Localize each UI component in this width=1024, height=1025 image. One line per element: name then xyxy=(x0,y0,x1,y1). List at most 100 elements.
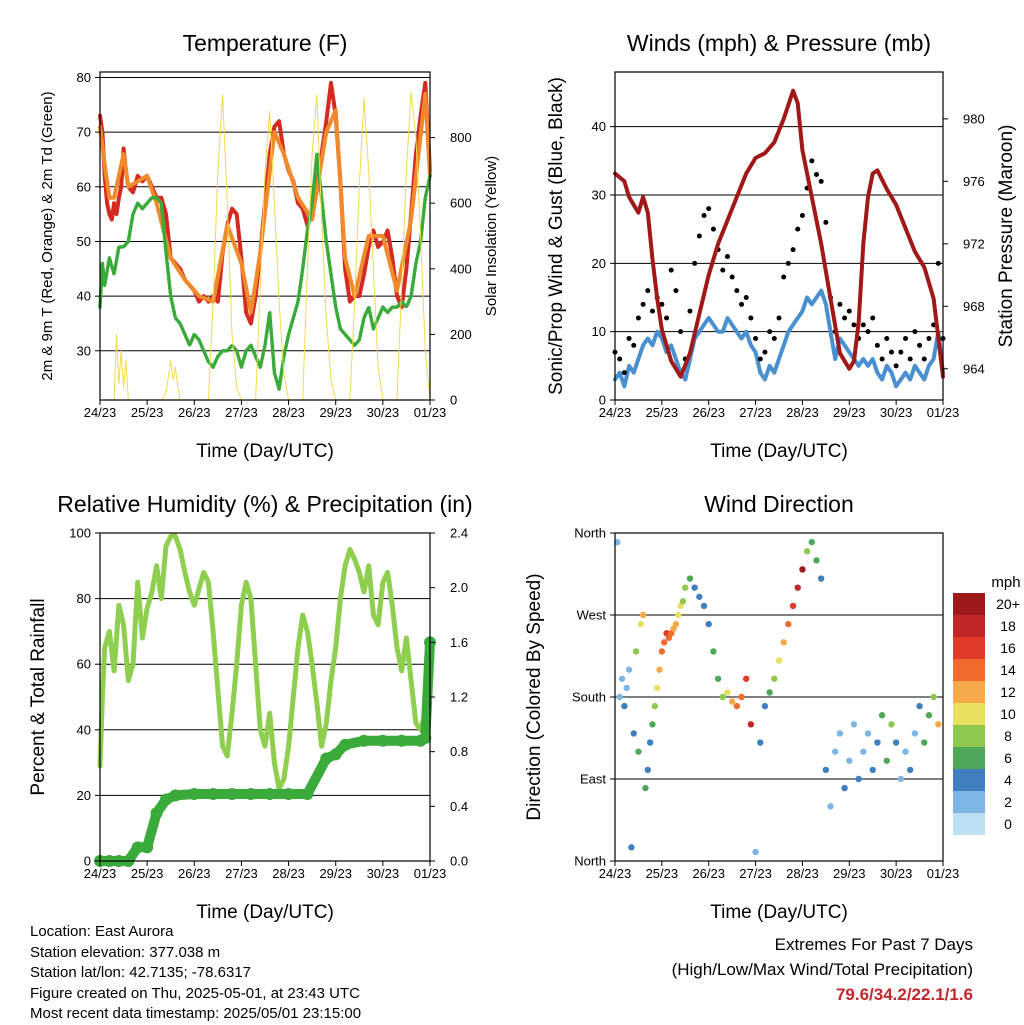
panel2-frame xyxy=(614,71,944,401)
panel2-gust-point xyxy=(809,158,815,164)
panel2-gust-point xyxy=(617,356,623,362)
figure-created: Figure created on Thu, 2025-05-01, at 23… xyxy=(30,984,360,1002)
panel4-direction-point xyxy=(682,584,689,591)
panel2-gust-point xyxy=(898,349,904,355)
panel1-frame xyxy=(99,71,431,401)
panel3-rainfall-point xyxy=(263,788,276,801)
panel2-y2-tick-label: 976 xyxy=(963,174,985,189)
panel4-direction-point xyxy=(616,693,623,701)
panel2-gust-point xyxy=(701,213,707,218)
panel4-direction-point xyxy=(625,666,633,673)
panel3-x-tick-label: 01/23 xyxy=(414,866,447,881)
panel3-rainfall-point xyxy=(131,841,144,854)
panel2-gust-point xyxy=(687,308,693,314)
colorbar-swatch xyxy=(953,593,985,615)
panel4-x-tick-label: 30/23 xyxy=(880,866,913,881)
colorbar-label: 20+ xyxy=(996,596,1020,612)
station-info: Location: East Aurora Station elevation:… xyxy=(30,922,361,1025)
panel2-gust-point xyxy=(659,301,665,307)
panel2-gust-point xyxy=(851,322,857,328)
panel3-y2-tick-label: 1.2 xyxy=(450,690,468,705)
panel1-y2-tick-label: 600 xyxy=(450,196,472,211)
colorbar-label: 4 xyxy=(1004,772,1012,788)
panel4-direction-point xyxy=(632,648,640,655)
panel4-direction-point xyxy=(614,538,621,546)
panel2-gust-point xyxy=(870,315,876,321)
panel3-x-tick-label: 27/23 xyxy=(225,866,258,881)
panel4-title: Wind Direction xyxy=(704,491,854,517)
panel4-direction-point xyxy=(642,784,649,792)
panel3-rainfall-point xyxy=(160,793,172,806)
panel1-series-line xyxy=(98,91,432,315)
panel3-series-line xyxy=(95,637,435,866)
panel4-direction-point xyxy=(935,721,942,728)
panel4-direction-point xyxy=(656,666,663,673)
panel1-series-line xyxy=(113,91,431,401)
panel2-gust-point xyxy=(706,206,712,212)
panel3-rainfall-point xyxy=(141,841,154,854)
panel4-direction-point xyxy=(836,730,844,737)
panel4-direction-point xyxy=(623,684,630,692)
panel3-rainfall-point xyxy=(358,734,370,747)
station-location: Location: East Aurora xyxy=(30,923,174,940)
panel3-y-tick-label: 20 xyxy=(77,788,91,803)
panel4-direction-point xyxy=(869,766,876,774)
panel2-gust-point xyxy=(813,172,819,177)
colorbar-label: 8 xyxy=(1004,728,1012,744)
panel3-y2-tick-label: 2.4 xyxy=(450,526,468,541)
panel2-gust-point xyxy=(823,219,829,225)
panel4-direction-point xyxy=(766,689,773,696)
panel1-title: Temperature (F) xyxy=(183,30,348,56)
extremes-value: 79.6/34.2/22.1/1.6 xyxy=(835,985,973,1004)
panel4-x-tick-label: 27/23 xyxy=(739,866,772,881)
panel4-direction-point xyxy=(738,693,745,701)
panel3-x-tick-label: 25/23 xyxy=(131,866,164,881)
panel4-y-tick-label: North xyxy=(574,854,606,869)
panel2-gust-point xyxy=(664,315,670,321)
panel2-gust-point xyxy=(720,267,726,273)
panel1-y2-tick-label: 400 xyxy=(450,261,472,276)
panel4-direction-point xyxy=(649,721,656,728)
panel4-direction-point xyxy=(878,712,886,719)
panel2-gust-point xyxy=(753,336,759,341)
panel3-rainfall-point xyxy=(339,738,352,751)
panel4-x-tick-label: 26/23 xyxy=(692,866,725,881)
panel4-direction-point xyxy=(714,675,722,682)
panel3-rainfall-point xyxy=(320,752,333,765)
panel4-direction-point xyxy=(747,721,755,728)
colorbar-label: 0 xyxy=(1004,816,1012,832)
panel4-x-axis-label: Time (Day/UTC) xyxy=(710,902,848,923)
panel1-x-tick-label: 30/23 xyxy=(367,405,400,420)
panel4-direction-point xyxy=(628,844,635,851)
panel2-gust-point xyxy=(935,260,941,266)
panel4-direction-point xyxy=(813,557,820,564)
panel2-gust-point xyxy=(865,329,871,335)
colorbar-swatch xyxy=(953,703,985,725)
panel2-gust-point xyxy=(874,342,880,348)
panel3-rainfall-point xyxy=(419,732,432,744)
panel2-gust-point xyxy=(790,247,796,253)
panel4-direction-point xyxy=(696,593,703,600)
panel1-x-tick-label: 26/23 xyxy=(178,405,211,420)
panel2-gust-point xyxy=(635,315,641,321)
panel2-gust-point xyxy=(631,342,637,348)
panel2-gust-point xyxy=(837,301,843,307)
panel2-y-tick-label: 30 xyxy=(592,188,606,203)
panel4-direction-point xyxy=(930,693,937,701)
panel3-rainfall-point xyxy=(282,788,295,801)
extremes-box: Extremes For Past 7 Days (High/Low/Max W… xyxy=(672,932,973,1007)
panel4-direction-point xyxy=(691,584,698,591)
panel1-y-tick-label: 40 xyxy=(77,289,91,304)
colorbar-swatch xyxy=(953,769,985,791)
panel3-rainfall-point xyxy=(244,788,257,801)
panel3-rainfall-point xyxy=(226,788,238,801)
panel1-y-tick-label: 60 xyxy=(77,179,91,194)
panel4-direction-point xyxy=(794,584,801,591)
panel2-series-line xyxy=(613,88,945,379)
panel4-direction-point xyxy=(672,620,680,628)
panel4-direction-point xyxy=(855,775,862,783)
panel4-direction-point xyxy=(832,748,839,755)
panel4-direction-point xyxy=(897,775,905,783)
panel4-direction-point xyxy=(724,689,731,696)
